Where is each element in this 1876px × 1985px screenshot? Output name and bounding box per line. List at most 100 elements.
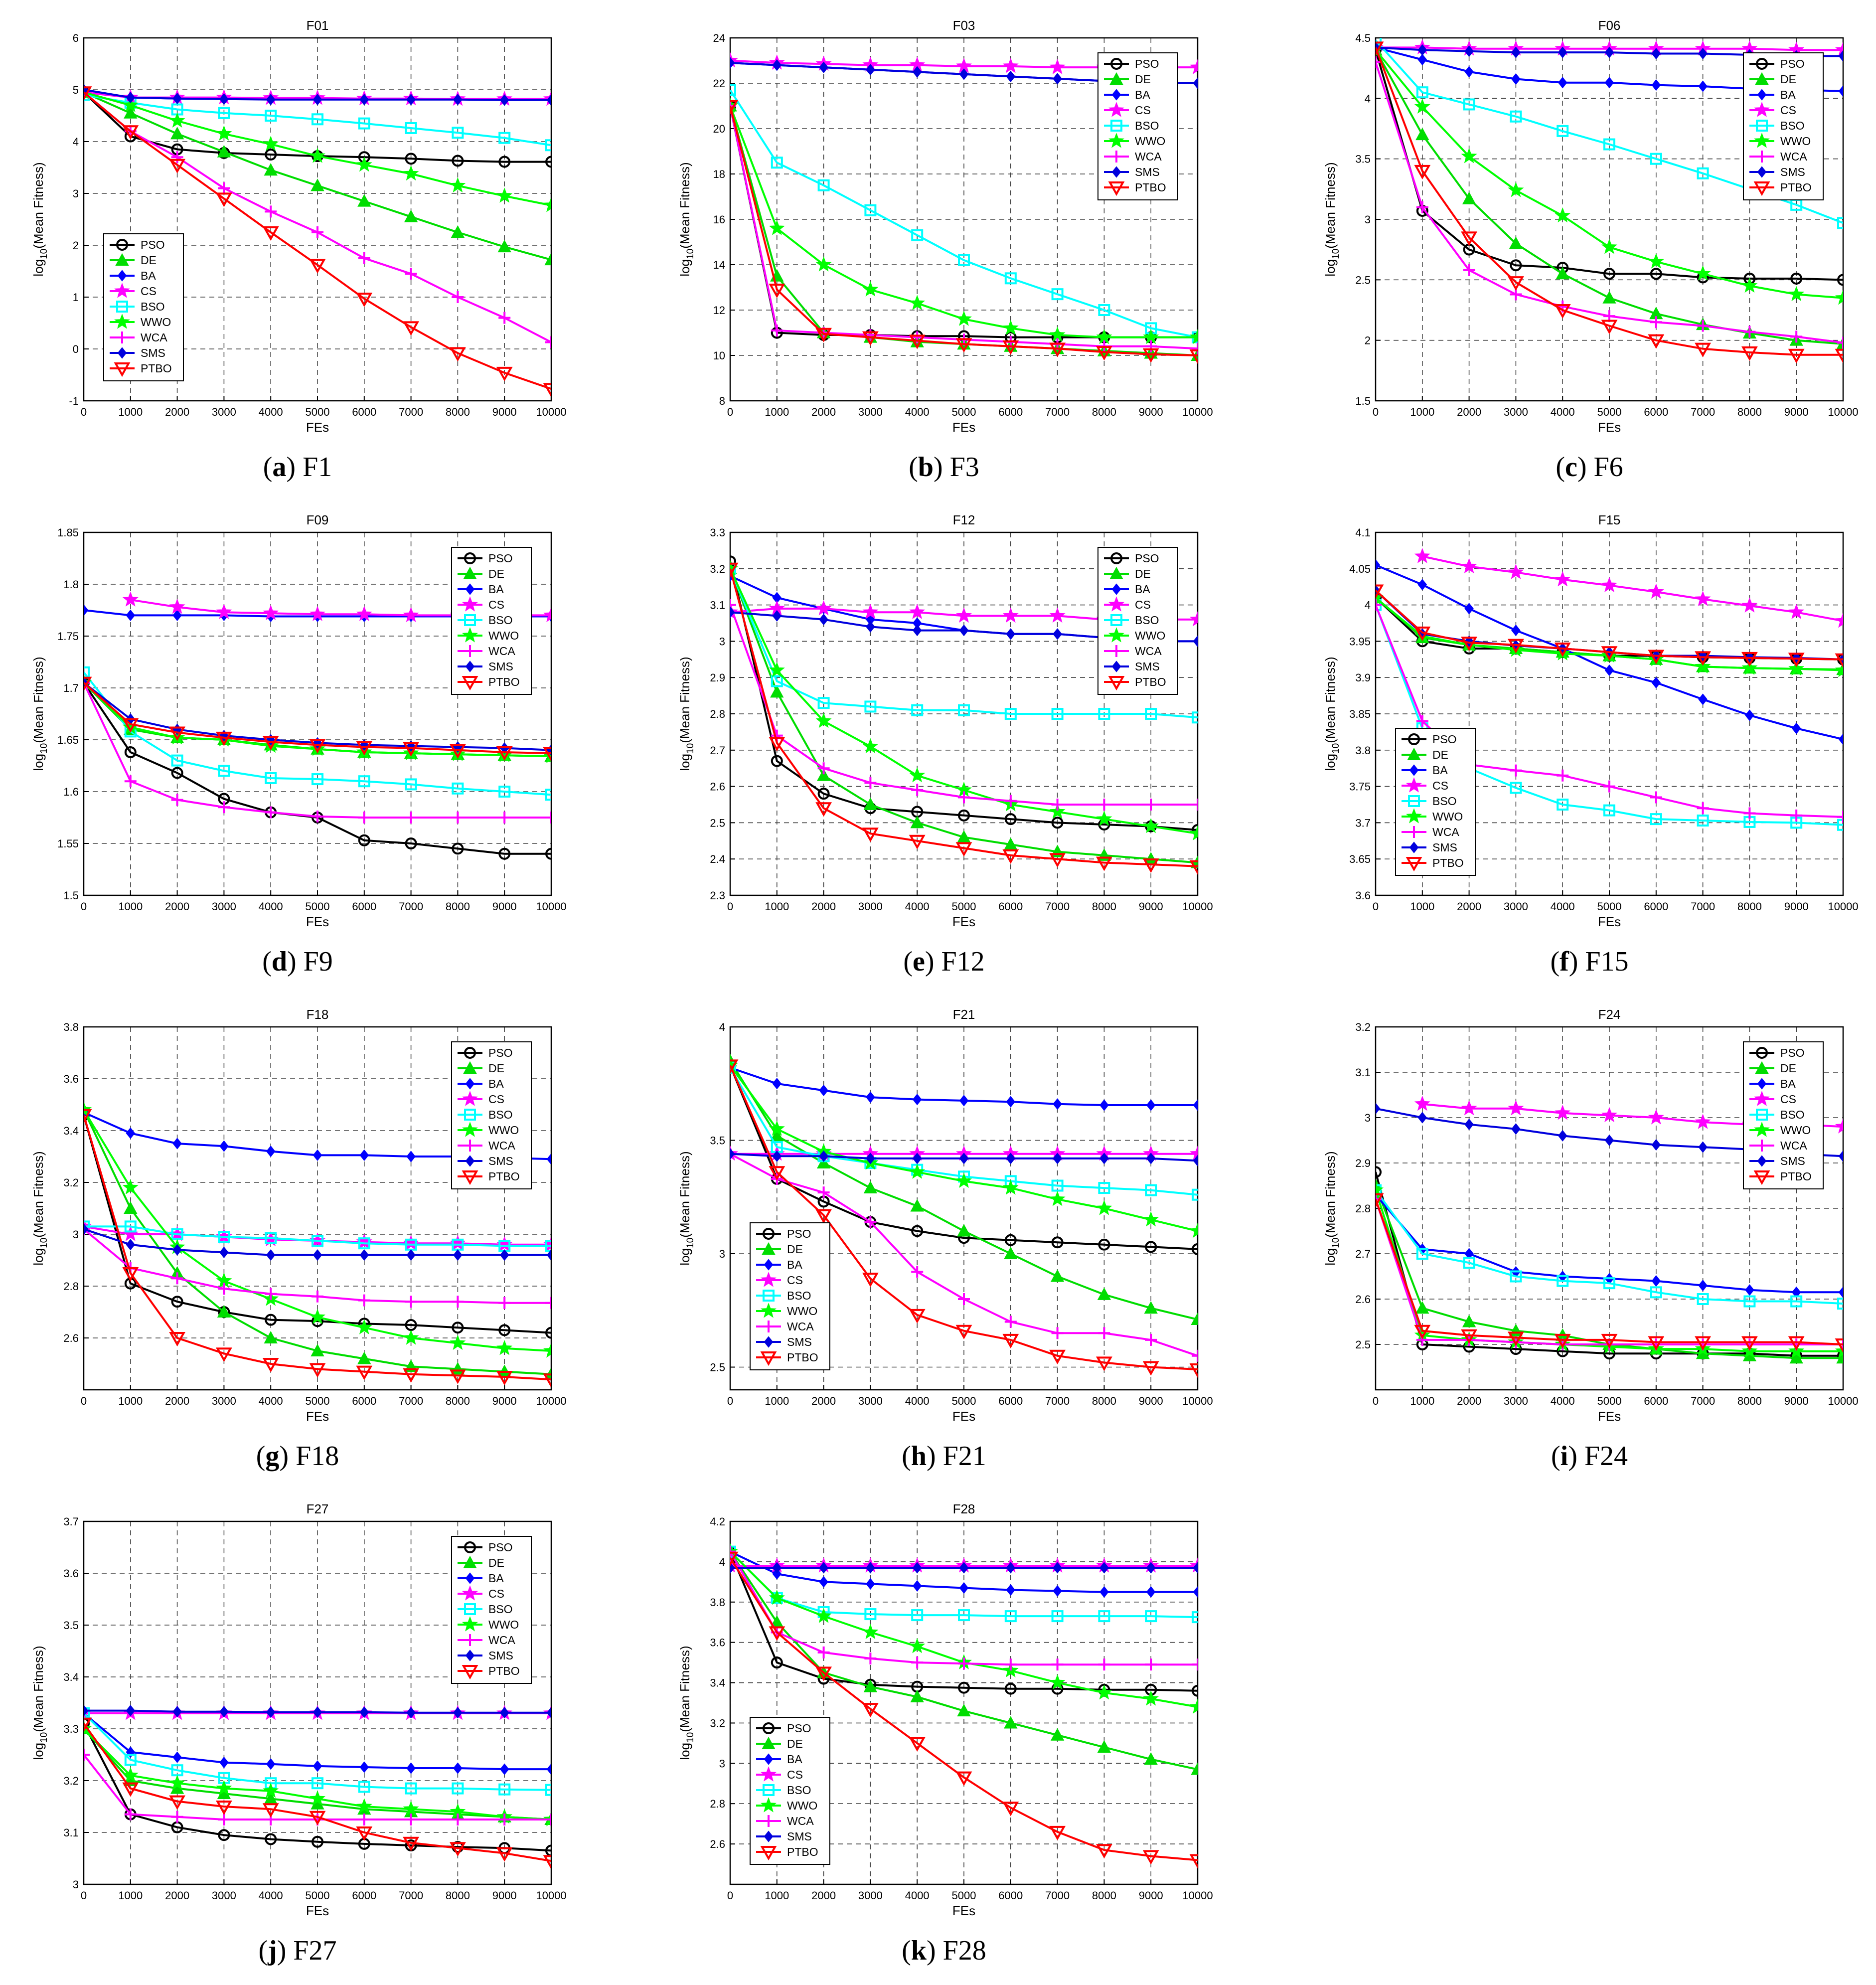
legend-label-de: DE <box>1780 73 1796 86</box>
data-point-de <box>1415 1301 1429 1314</box>
data-point-ptbo <box>1554 642 1571 658</box>
data-point-ptbo <box>1414 1324 1431 1339</box>
data-point-bso <box>1837 217 1843 229</box>
legend-marker-de <box>1755 1061 1769 1074</box>
x-tick-label: 1000 <box>1410 900 1434 913</box>
legend-marker-bso <box>1756 1109 1768 1121</box>
data-point-ba <box>84 604 89 616</box>
data-point-ba <box>1698 693 1708 705</box>
legend-marker-cs <box>760 1766 777 1782</box>
legend-label-ptbo: PTBO <box>787 1845 818 1858</box>
data-point-de <box>217 1305 231 1318</box>
legend-label-ptbo: PTBO <box>1135 181 1166 194</box>
data-point-sms <box>912 66 922 78</box>
data-point-wca <box>498 1814 511 1825</box>
data-point-wca <box>1004 1658 1017 1671</box>
data-point-cs <box>1695 591 1711 606</box>
data-point-pso <box>452 1322 464 1334</box>
data-point-cs <box>122 591 139 607</box>
data-point-wca <box>1051 1658 1064 1671</box>
y-tick-label: 0 <box>73 343 79 355</box>
data-point-bso <box>358 117 370 130</box>
data-point-de <box>1789 1351 1803 1364</box>
data-point-bso <box>730 562 736 575</box>
y-tick-label: 3.85 <box>1349 708 1371 720</box>
x-tick-label: 5000 <box>952 406 976 418</box>
data-point-ptbo <box>1461 637 1478 652</box>
x-tick-label: 9000 <box>1139 1889 1163 1902</box>
data-point-ptbo <box>769 1166 785 1181</box>
data-point-sms <box>1193 635 1198 648</box>
y-tick-label: 2.7 <box>1355 1248 1371 1260</box>
legend-marker-de <box>762 1242 776 1255</box>
data-point-wwo <box>403 1329 419 1345</box>
legend-marker-wwo <box>760 1797 777 1813</box>
legend-label-sms: SMS <box>787 1335 812 1348</box>
y-tick-label: 3.2 <box>710 1717 725 1729</box>
legend-label-ptbo: PTBO <box>488 1170 520 1183</box>
legend-label-wca: WCA <box>1780 1139 1807 1152</box>
legend-label-wca: WCA <box>141 331 167 344</box>
legend-label-cs: CS <box>488 1587 504 1600</box>
legend-marker-cs <box>462 596 478 612</box>
legend-marker-de <box>1407 747 1421 760</box>
data-point-wwo <box>450 1334 466 1350</box>
data-point-ptbo <box>122 1267 139 1282</box>
y-tick-label: 3.5 <box>63 1619 79 1632</box>
chart-title: F01 <box>307 18 329 33</box>
x-tick-label: 5000 <box>952 1889 976 1902</box>
data-point-wwo <box>815 256 832 272</box>
x-tick-label: 3000 <box>858 1889 883 1902</box>
y-tick-label: 3 <box>73 1228 79 1241</box>
legend-label-wca: WCA <box>787 1320 814 1333</box>
series-layer <box>1376 548 1843 831</box>
legend-label-wwo: WWO <box>787 1799 817 1812</box>
series-line-ptbo <box>84 1115 551 1381</box>
x-tick-label: 7000 <box>1045 1395 1070 1407</box>
y-tick-label: 3.6 <box>1355 889 1371 902</box>
x-tick-label: 9000 <box>1139 406 1163 418</box>
data-point-sms <box>126 1704 136 1717</box>
y-axis-label: log10(Mean Fitness) <box>677 1151 696 1265</box>
data-point-cs <box>403 607 419 622</box>
data-point-ba <box>313 1149 322 1161</box>
data-point-sms <box>1376 1103 1381 1115</box>
data-point-cs <box>815 600 832 616</box>
data-point-de <box>1191 1312 1198 1325</box>
data-point-cs <box>1695 1114 1711 1129</box>
legend-marker-ba <box>1111 583 1121 595</box>
data-point-sms <box>1053 628 1062 640</box>
legend-label-bso: BSO <box>1135 614 1159 627</box>
data-point-cs <box>1002 58 1019 73</box>
legend-marker-de <box>1109 72 1123 85</box>
data-point-de <box>863 1679 878 1692</box>
data-point-sms <box>359 1249 369 1261</box>
legend-marker-ptbo <box>1406 857 1422 872</box>
x-tick-label: 8000 <box>446 1395 470 1407</box>
legend-label-pso: PSO <box>1780 57 1805 70</box>
data-point-sms <box>912 1153 922 1164</box>
data-point-pso <box>218 1829 230 1841</box>
y-tick-label: 6 <box>73 32 79 44</box>
legend-label-ba: BA <box>488 1572 504 1585</box>
data-point-wwo <box>1096 811 1112 826</box>
data-point-ptbo <box>1461 231 1478 246</box>
legend-marker-ba <box>1757 89 1767 101</box>
data-point-wca <box>1004 795 1017 807</box>
data-point-ptbo <box>1648 334 1665 349</box>
x-tick-label: 1000 <box>1410 1395 1434 1407</box>
y-tick-label: 3 <box>719 635 725 648</box>
chart-f09: 0 1000 2000 3000 4000 5000 6000 7000 8000 9000 100… <box>31 512 567 977</box>
data-point-ba <box>126 609 136 622</box>
data-point-pso <box>452 155 464 167</box>
x-tick-label: 0 <box>1373 406 1379 418</box>
y-tick-label: 1.5 <box>1355 395 1371 407</box>
data-point-wca <box>1743 807 1756 820</box>
data-point-wca <box>452 1296 464 1308</box>
legend-marker-ba <box>465 583 475 595</box>
x-tick-label: 10000 <box>1182 1889 1213 1902</box>
data-point-ptbo <box>356 1365 373 1380</box>
data-point-sms <box>772 1562 782 1574</box>
data-point-bso <box>1192 711 1198 724</box>
data-point-de <box>770 1129 784 1142</box>
